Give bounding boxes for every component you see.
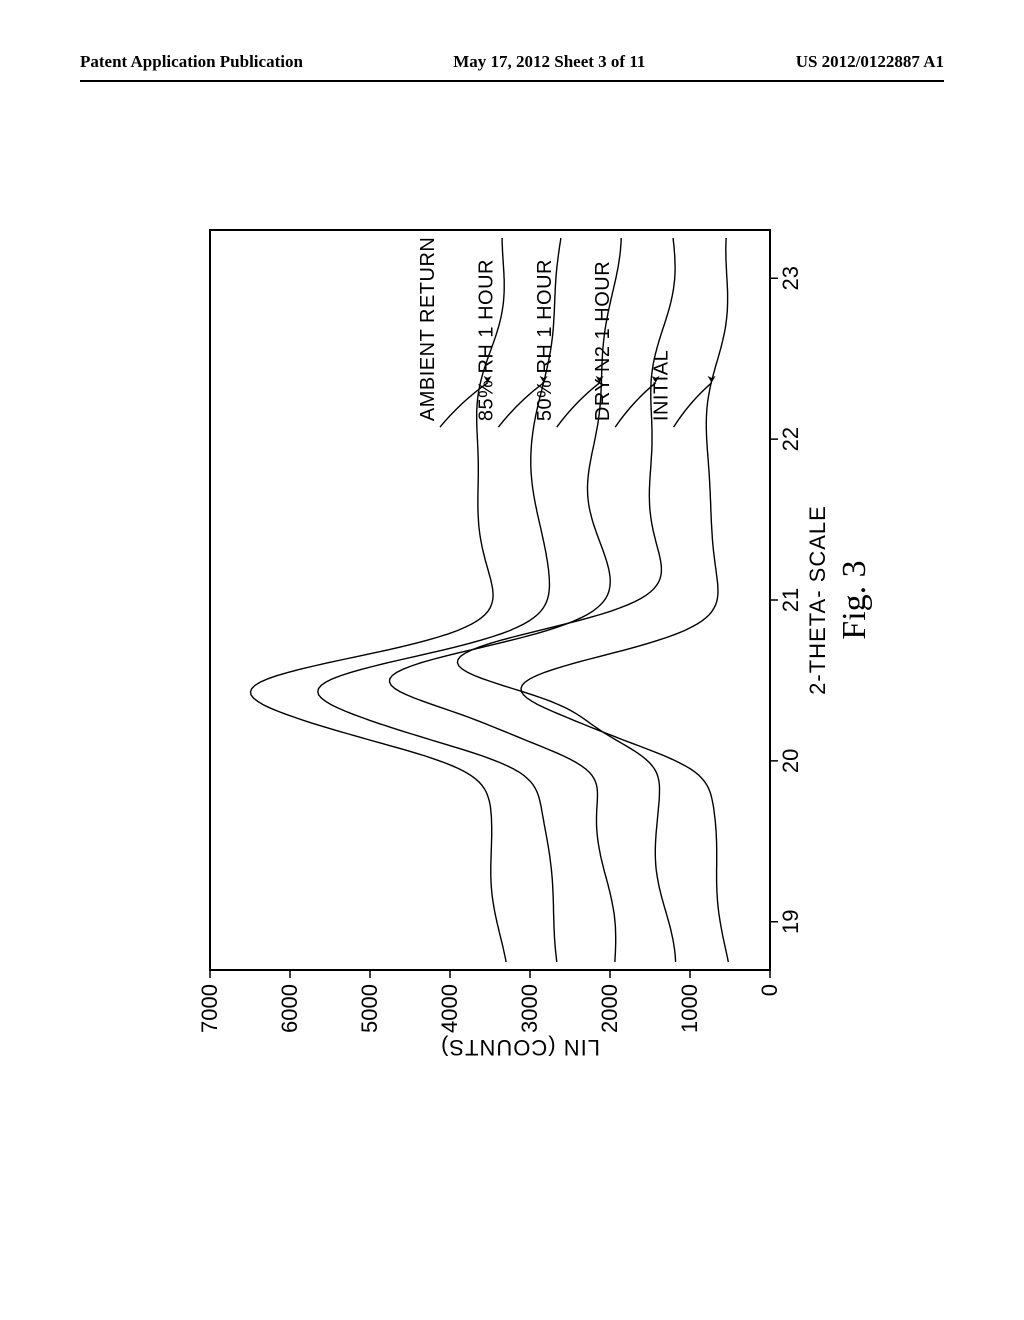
header-rule — [80, 80, 944, 82]
series-label-0: AMBIENT RETURN — [417, 237, 439, 421]
svg-text:3000: 3000 — [517, 984, 542, 1033]
svg-text:1000: 1000 — [677, 984, 702, 1033]
svg-text:6000: 6000 — [277, 984, 302, 1033]
svg-text:21: 21 — [778, 588, 803, 612]
svg-text:2000: 2000 — [597, 984, 622, 1033]
svg-text:22: 22 — [778, 427, 803, 451]
svg-text:5000: 5000 — [357, 984, 382, 1033]
y-axis-ticks: 0 1000 2000 3000 4000 5000 6000 7000 — [197, 970, 782, 1033]
figure-caption: Fig. 3 — [836, 560, 873, 639]
svg-text:4000: 4000 — [437, 984, 462, 1033]
page-header: Patent Application Publication May 17, 2… — [0, 52, 1024, 72]
header-center: May 17, 2012 Sheet 3 of 11 — [453, 52, 645, 72]
x-axis-label: 2-THETA- SCALE — [805, 505, 830, 695]
y-axis-label: LIN (COUNTS) — [440, 1035, 600, 1060]
curve-1 — [318, 238, 561, 962]
svg-text:20: 20 — [778, 749, 803, 773]
x-axis-ticks: 19 20 21 22 23 — [770, 266, 803, 934]
series-label-1: 85% RH 1 HOUR — [475, 259, 497, 421]
header-left: Patent Application Publication — [80, 52, 303, 72]
series-label-2: 50% RH 1 HOUR — [534, 259, 556, 421]
series-labels: AMBIENT RETURN 85% RH 1 HOUR 50% RH 1 HOUR… — [417, 237, 716, 427]
curve-0 — [251, 238, 507, 962]
svg-text:0: 0 — [757, 984, 782, 996]
svg-text:23: 23 — [778, 266, 803, 290]
svg-text:19: 19 — [778, 909, 803, 933]
header-right: US 2012/0122887 A1 — [796, 52, 944, 72]
series-label-3: DRY N2 1 HOUR — [592, 261, 614, 421]
figure-3: 0 1000 2000 3000 4000 5000 6000 7000 19 20 21 22 23… — [180, 200, 860, 1080]
figure-svg: 0 1000 2000 3000 4000 5000 6000 7000 19 20 21 22 23… — [180, 200, 860, 1080]
series-label-4: INITIAL — [651, 350, 673, 421]
svg-text:7000: 7000 — [197, 984, 222, 1033]
